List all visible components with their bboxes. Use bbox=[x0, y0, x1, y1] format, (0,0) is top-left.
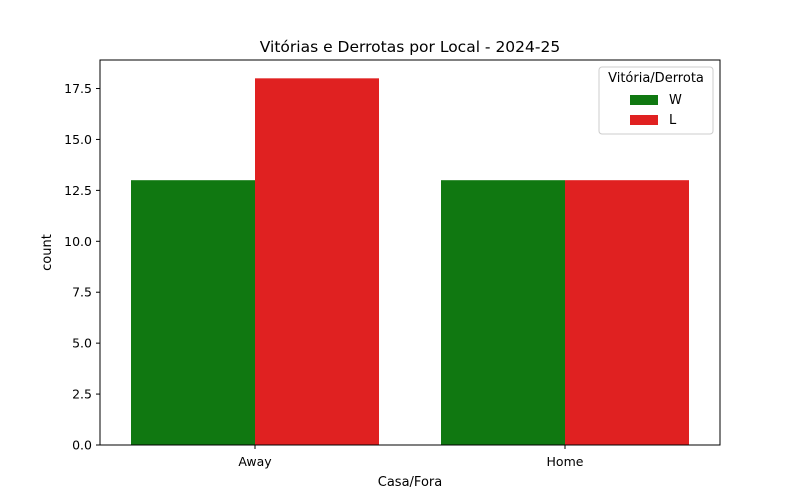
y-tick-label: 5.0 bbox=[72, 336, 92, 351]
bar-away-l bbox=[255, 78, 379, 445]
legend-label-w: W bbox=[669, 93, 682, 108]
legend: Vitória/Derrota W L bbox=[598, 66, 714, 135]
x-axis-label: Casa/Fora bbox=[378, 475, 442, 490]
x-tick-label: Home bbox=[547, 454, 584, 469]
y-tick-label: 0.0 bbox=[72, 438, 92, 453]
y-tick-label: 17.5 bbox=[64, 81, 92, 96]
y-axis-ticks: 0.0 2.5 5.0 7.5 10.0 12.5 15.0 17.5 bbox=[64, 81, 100, 453]
y-tick-label: 10.0 bbox=[64, 234, 92, 249]
bar-away-w bbox=[131, 180, 255, 445]
bars-layer bbox=[131, 78, 689, 445]
plot-frame bbox=[99, 59, 721, 446]
y-tick-label: 12.5 bbox=[64, 183, 92, 198]
legend-title: Vitória/Derrota bbox=[608, 71, 704, 86]
legend-swatch-l bbox=[630, 115, 658, 125]
legend-swatch-w bbox=[630, 95, 658, 105]
bar-home-l bbox=[565, 180, 689, 445]
y-tick-label: 2.5 bbox=[72, 387, 92, 402]
legend-label-l: L bbox=[669, 113, 677, 128]
y-axis-label: count bbox=[40, 234, 55, 271]
y-tick-label: 7.5 bbox=[72, 285, 92, 300]
x-tick-label: Away bbox=[238, 454, 272, 469]
y-tick-label: 15.0 bbox=[64, 132, 92, 147]
x-axis-ticks: Away Home bbox=[238, 445, 584, 469]
bar-home-w bbox=[441, 180, 565, 445]
chart-title: Vitórias e Derrotas por Local - 2024-25 bbox=[260, 38, 560, 56]
